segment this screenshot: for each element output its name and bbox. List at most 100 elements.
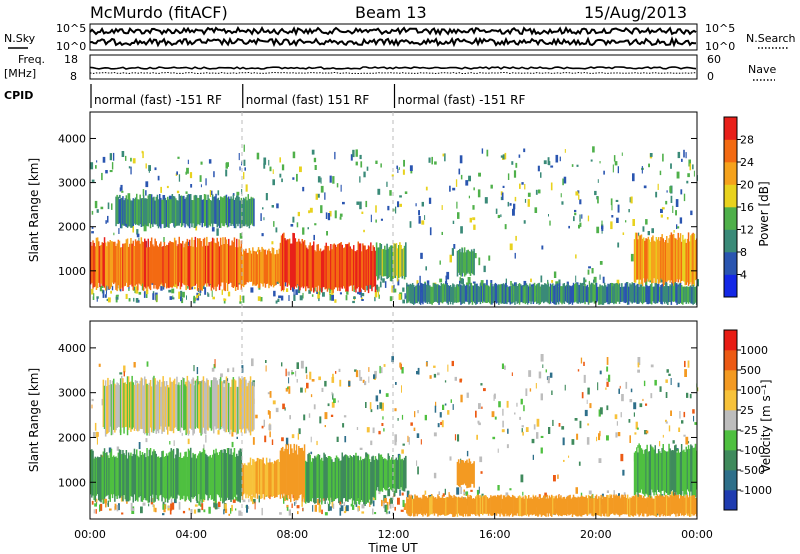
scatter-echo [302, 186, 305, 192]
echo-region-column [560, 495, 562, 516]
echo-region-column [139, 243, 141, 285]
echo-region-column [114, 457, 116, 502]
echo-region-column [457, 286, 460, 303]
scatter-echo [383, 428, 385, 432]
echo-region-column [452, 283, 454, 305]
echo-region-column [187, 380, 190, 436]
scatter-echo [99, 285, 102, 292]
scatter-echo [162, 381, 166, 389]
echo-region-column [247, 462, 249, 499]
scatter-echo [417, 466, 419, 475]
echo-region-column [693, 233, 696, 286]
scatter-echo [612, 164, 614, 173]
echo-region-column [347, 456, 349, 502]
echo-region-column [335, 455, 338, 499]
echo-region-column [492, 286, 494, 304]
echo-region-column [475, 283, 477, 305]
echo-region-column [405, 242, 407, 278]
echo-region-column [216, 452, 218, 495]
echo-region-column [250, 253, 253, 282]
echo-region-column [413, 284, 415, 305]
echo-region-column [409, 283, 412, 304]
scatter-echo [324, 512, 328, 516]
scatter-echo [182, 510, 186, 514]
scatter-echo [307, 227, 309, 230]
echo-region-column [511, 494, 514, 517]
scatter-echo [375, 160, 378, 164]
echo-region-column [90, 449, 92, 495]
echo-region-column [100, 454, 102, 503]
echo-region-column [401, 458, 404, 491]
echo-region-column [141, 241, 144, 284]
echo-region-column [613, 283, 615, 305]
echo-region-column [190, 447, 192, 503]
echo-region-column [476, 283, 478, 304]
echo-region-column [129, 455, 131, 501]
echo-region-column [634, 232, 637, 283]
freq-tick-top: 18 [64, 53, 78, 66]
echo-region-column [291, 448, 293, 495]
echo-region-column [451, 495, 453, 515]
scatter-echo [214, 503, 218, 510]
echo-region-column [579, 282, 582, 304]
scatter-echo [123, 371, 125, 377]
echo-region-column [287, 443, 290, 496]
echo-region-column [130, 238, 132, 285]
echo-region-column [505, 497, 507, 514]
scatter-echo [295, 370, 297, 377]
echo-region-column [214, 196, 216, 224]
echo-region-column [200, 195, 202, 223]
echo-region-column [265, 457, 268, 496]
scatter-echo [224, 508, 228, 514]
echo-region-column [170, 381, 172, 432]
scatter-echo [481, 148, 484, 154]
echo-region-column [206, 455, 208, 496]
echo-region-column [440, 497, 443, 516]
scatter-echo [452, 187, 456, 191]
scatter-echo [660, 214, 663, 218]
scatter-echo [313, 404, 316, 410]
scatter-echo [356, 201, 360, 205]
scatter-echo [176, 190, 180, 194]
scatter-echo [692, 164, 694, 170]
scatter-echo [295, 498, 297, 504]
colorbar-tick-label: 20 [740, 179, 754, 192]
scatter-echo [504, 152, 507, 160]
scatter-echo [639, 403, 643, 408]
echo-region-column [663, 450, 666, 496]
echo-region-column [173, 196, 176, 228]
scatter-echo [236, 191, 240, 196]
scatter-echo [280, 295, 284, 301]
scatter-echo [621, 394, 624, 402]
echo-region-column [185, 197, 187, 224]
power-colorbar-label: Power [dB] [757, 181, 771, 246]
scatter-echo [625, 220, 627, 223]
echo-region-column [253, 381, 255, 430]
scatter-echo [473, 253, 477, 259]
scatter-echo [645, 430, 649, 434]
echo-region-column [582, 496, 584, 516]
echo-region-column [684, 286, 686, 302]
scatter-echo [617, 432, 621, 437]
echo-region-column [171, 194, 174, 224]
echo-region-column [628, 286, 630, 305]
echo-region-column [686, 495, 689, 515]
scatter-echo [637, 369, 640, 373]
scatter-echo [665, 421, 668, 424]
echo-region-column [153, 196, 155, 224]
scatter-echo [156, 294, 158, 303]
echo-region-column [394, 459, 397, 493]
scatter-echo [395, 382, 397, 385]
scatter-echo [547, 279, 549, 284]
echo-region-column [248, 198, 251, 229]
echo-region-column [391, 245, 393, 282]
echo-region-column [399, 242, 401, 278]
echo-region-column [96, 237, 99, 288]
scatter-echo [296, 505, 300, 509]
scatter-echo [643, 380, 646, 387]
scatter-echo [143, 223, 147, 232]
echo-region-column [155, 196, 157, 225]
scatter-echo [145, 438, 148, 443]
echo-region-column [471, 498, 474, 515]
